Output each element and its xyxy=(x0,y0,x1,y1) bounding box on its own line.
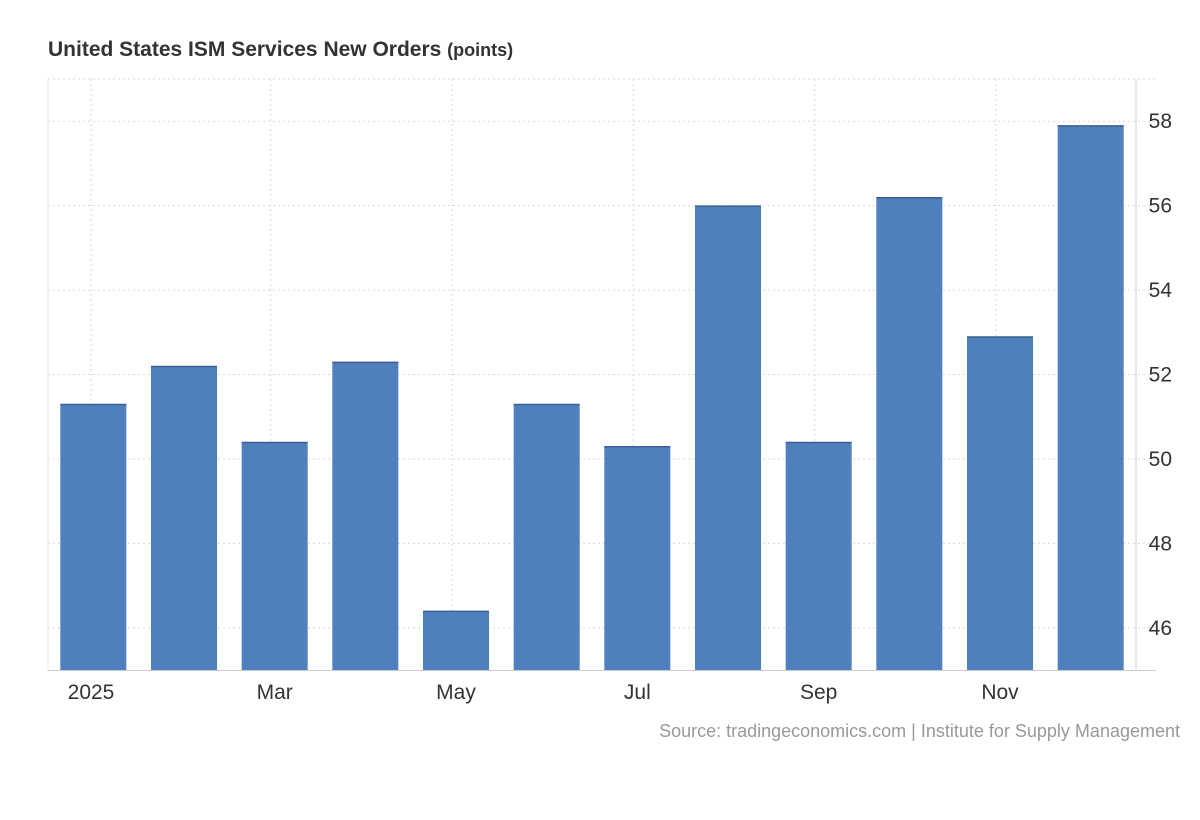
x-tick-label: 2025 xyxy=(68,681,115,704)
x-tick-label: Jul xyxy=(624,681,651,704)
bar[interactable] xyxy=(967,336,1033,670)
bar[interactable] xyxy=(60,404,127,670)
axes: 46 48 50 52 54 56 58 2025 Mar May Jul Sep Nov xyxy=(47,79,1173,704)
chart-title: United States ISM Services New Orders (p… xyxy=(48,38,513,62)
bar[interactable] xyxy=(241,442,308,670)
y-tick-label: 46 xyxy=(1149,617,1172,640)
chart-title-text: United States ISM Services New Orders xyxy=(48,38,442,61)
y-tick-label: 56 xyxy=(1149,195,1172,218)
bars xyxy=(60,125,1124,670)
bar[interactable] xyxy=(604,446,671,670)
bar[interactable] xyxy=(513,404,580,670)
y-tick-label: 58 xyxy=(1149,110,1172,133)
bar[interactable] xyxy=(332,361,399,670)
bar[interactable] xyxy=(876,197,943,670)
bar[interactable] xyxy=(151,366,217,670)
bar[interactable] xyxy=(423,610,489,670)
bar[interactable] xyxy=(695,205,761,670)
bar[interactable] xyxy=(1057,125,1124,670)
y-tick-label: 52 xyxy=(1149,364,1172,387)
x-tick-label: Sep xyxy=(800,681,837,704)
chart-unit: (points) xyxy=(447,40,514,60)
x-tick-label: Mar xyxy=(257,681,293,704)
x-tick-label: Nov xyxy=(981,681,1019,704)
bar[interactable] xyxy=(785,442,852,670)
source-note: Source: tradingeconomics.com | Institute… xyxy=(659,721,1180,741)
y-tick-label: 54 xyxy=(1149,279,1173,302)
y-tick-label: 48 xyxy=(1149,532,1172,555)
x-tick-label: May xyxy=(436,681,476,704)
y-tick-label: 50 xyxy=(1149,448,1172,471)
